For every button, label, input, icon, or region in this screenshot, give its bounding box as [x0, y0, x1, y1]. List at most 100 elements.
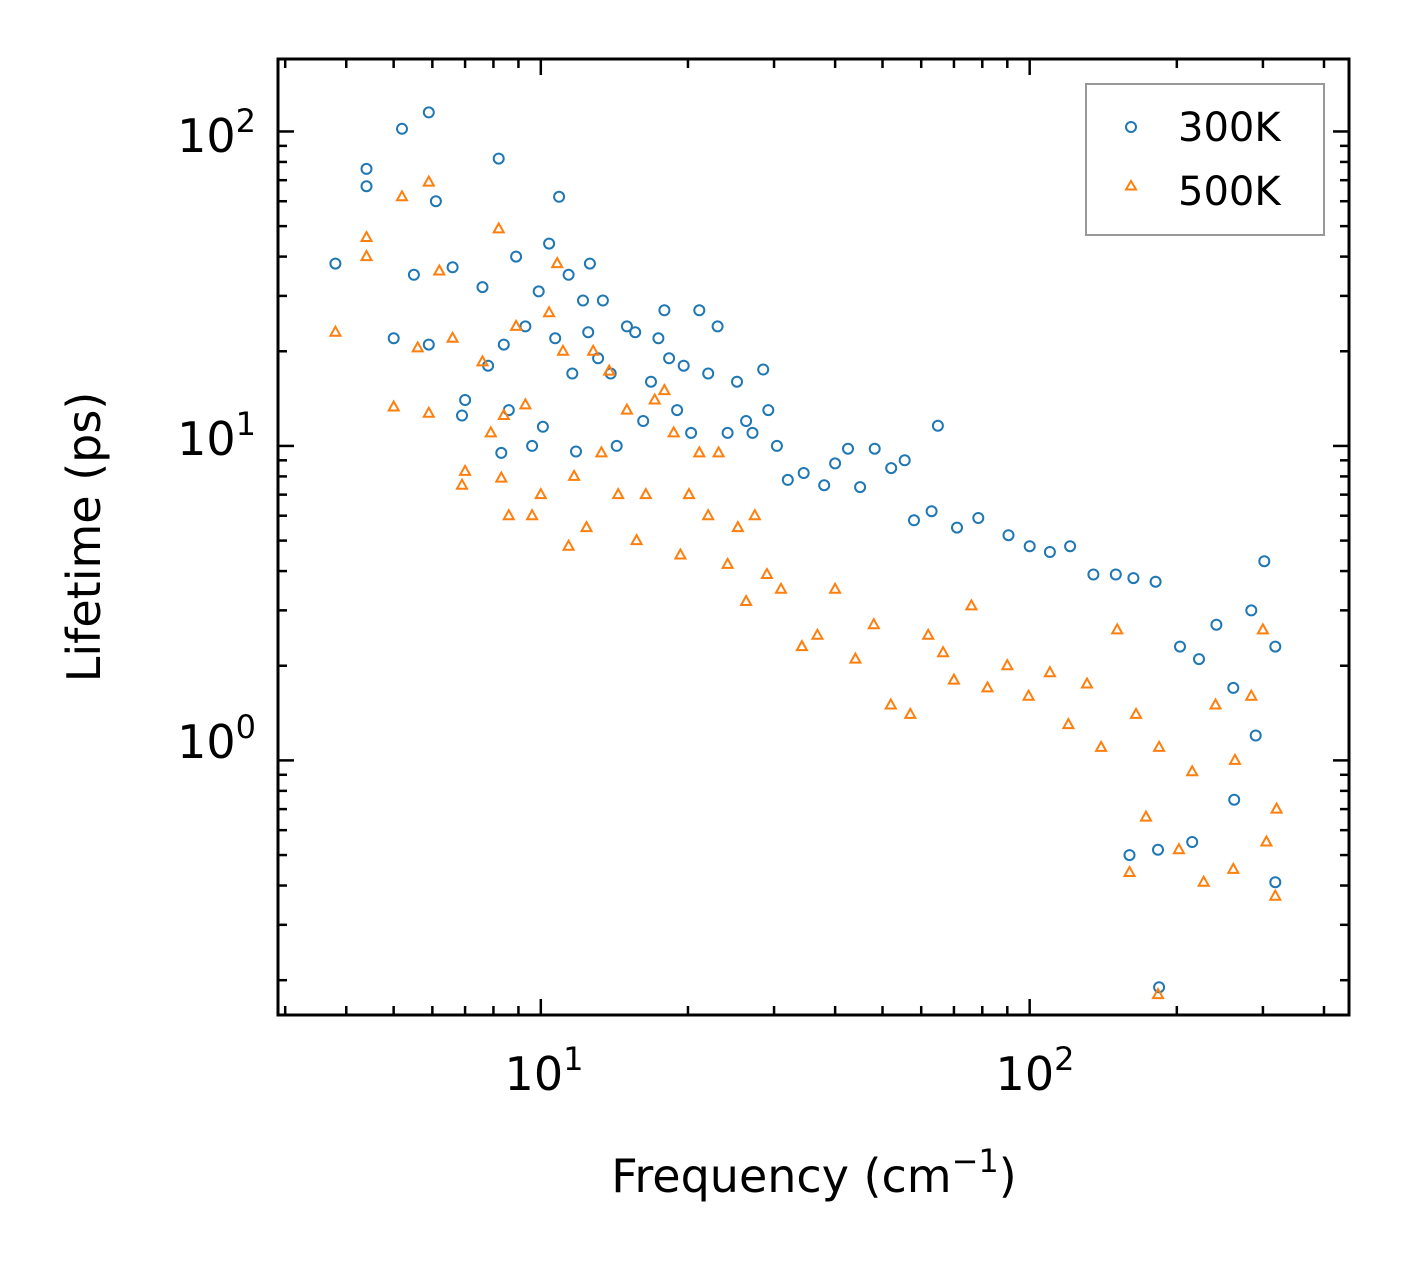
data-point-500k	[795, 639, 809, 652]
data-point-500k	[1244, 688, 1258, 701]
data-point-500k	[395, 189, 409, 202]
data-point-300k	[1174, 640, 1186, 653]
data-point-500k	[1000, 658, 1014, 671]
data-point-500k	[648, 392, 662, 405]
points-layer	[328, 106, 1284, 1000]
y-tick-label-0: 100	[177, 708, 256, 769]
data-point-500k	[432, 263, 446, 276]
data-point-300k	[685, 426, 698, 439]
data-point-300k	[868, 442, 881, 455]
legend-label-300k: 300K	[1178, 105, 1282, 151]
data-point-300k	[387, 332, 400, 345]
data-point-500k	[502, 508, 516, 521]
legend-label-500k: 500K	[1178, 169, 1282, 215]
data-point-500k	[497, 407, 511, 420]
data-point-300k	[629, 326, 642, 339]
series-500k	[328, 174, 1284, 1000]
data-point-300k	[1269, 876, 1282, 889]
data-point-300k	[842, 442, 854, 455]
data-point-300k	[1087, 568, 1100, 581]
data-point-300k	[781, 473, 794, 486]
data-point-500k	[1122, 864, 1137, 877]
data-point-300k	[1109, 568, 1122, 581]
data-point-500k	[884, 697, 898, 710]
data-point-300k	[951, 521, 963, 534]
data-point-300k	[1127, 572, 1140, 585]
data-point-300k	[583, 257, 596, 270]
data-point-500k	[620, 402, 634, 415]
data-point-300k	[1193, 653, 1205, 666]
data-point-300k	[532, 285, 545, 298]
data-point-300k	[693, 304, 706, 317]
data-point-300k	[721, 426, 734, 439]
data-point-500k	[1151, 987, 1165, 1000]
data-point-300k	[931, 419, 944, 432]
data-point-300k	[1245, 604, 1258, 617]
data-point-300k	[658, 304, 671, 317]
data-point-300k	[536, 420, 549, 433]
data-point-300k	[1186, 836, 1199, 848]
data-point-500k	[673, 547, 688, 560]
data-point-300k	[553, 190, 566, 203]
data-point-300k	[396, 122, 408, 135]
data-point-500k	[1110, 622, 1124, 635]
data-point-300k	[1023, 540, 1036, 553]
data-point-300k	[711, 320, 724, 333]
data-point-500k	[980, 680, 995, 693]
data-point-500k	[921, 627, 935, 640]
data-point-300k	[677, 359, 690, 372]
data-point-500k	[657, 383, 672, 396]
data-point-500k	[1152, 739, 1166, 752]
data-point-500k	[492, 221, 506, 234]
data-point-300k	[762, 404, 775, 417]
data-point-500k	[1226, 861, 1240, 874]
data-point-500k	[774, 581, 788, 594]
data-point-300k	[770, 439, 783, 452]
data-point-300k	[582, 326, 595, 339]
data-point-500k	[556, 343, 570, 356]
x-tick-label-1: 101	[505, 1040, 584, 1101]
data-point-500k	[1269, 801, 1284, 814]
data-point-300k	[1152, 843, 1164, 856]
data-point-300k	[446, 261, 459, 274]
legend-marker-500k	[1124, 179, 1138, 191]
data-point-500k	[692, 445, 706, 458]
data-point-300k	[1149, 575, 1162, 588]
data-point-500k	[422, 405, 436, 418]
data-point-300k	[495, 446, 508, 459]
data-point-500k	[1268, 888, 1282, 901]
legend: 300K 500K	[1085, 83, 1325, 236]
data-point-300k	[429, 195, 442, 208]
data-point-300k	[746, 426, 759, 439]
data-point-500k	[359, 229, 374, 242]
data-point-500k	[1185, 764, 1199, 777]
data-point-500k	[602, 363, 616, 376]
data-point-500k	[1256, 622, 1270, 635]
data-point-500k	[667, 425, 681, 438]
data-point-300k	[620, 320, 633, 333]
data-point-500k	[639, 487, 653, 500]
x-tick-label-2: 102	[996, 1040, 1075, 1101]
data-point-500k	[629, 533, 644, 546]
data-point-300k	[1002, 529, 1015, 542]
data-point-500k	[534, 487, 548, 500]
data-point-500k	[579, 520, 594, 533]
y-axis-label: Lifetime (ps)	[57, 392, 111, 683]
data-point-300k	[1228, 793, 1241, 806]
data-point-500k	[1080, 676, 1094, 689]
data-point-300k	[731, 375, 743, 388]
data-point-300k	[829, 457, 842, 470]
data-point-500k	[411, 340, 425, 353]
y-tick-label-1: 101	[177, 405, 256, 466]
data-point-300k	[652, 332, 665, 345]
data-point-300k	[510, 250, 523, 263]
data-point-300k	[908, 514, 920, 527]
data-point-300k	[925, 505, 938, 518]
data-point-300k	[645, 375, 657, 388]
data-point-300k	[1269, 640, 1282, 653]
data-point-300k	[596, 294, 609, 307]
data-point-500k	[494, 470, 508, 483]
data-point-500k	[594, 445, 609, 458]
data-point-500k	[1094, 739, 1108, 752]
data-point-500k	[936, 645, 950, 658]
